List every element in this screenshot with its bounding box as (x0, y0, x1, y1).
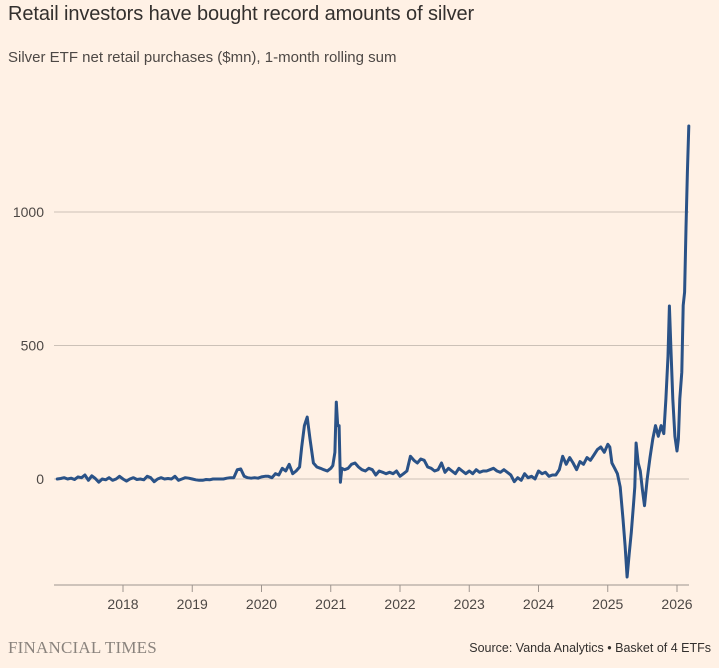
x-tick-label: 2025 (592, 596, 623, 612)
x-tick-label: 2018 (107, 596, 138, 612)
chart-subtitle: Silver ETF net retail purchases ($mn), 1… (8, 49, 397, 66)
x-tick-label: 2021 (315, 596, 346, 612)
y-axis-labels: 0 500 1000 (13, 204, 44, 487)
series-line-0 (55, 124, 691, 579)
x-tick-label: 2022 (384, 596, 415, 612)
y-tick-label: 1000 (13, 204, 44, 220)
gridlines (54, 211, 689, 480)
x-tick-label: 2026 (661, 596, 692, 612)
x-tick-label: 2020 (246, 596, 277, 612)
chart-title: Retail investors have bought record amou… (8, 3, 475, 25)
y-tick-label: 500 (21, 338, 45, 354)
x-tick-label: 2023 (454, 596, 485, 612)
series-lines (55, 124, 691, 579)
source-note: Source: Vanda Analytics • Basket of 4 ET… (469, 641, 711, 655)
x-axis: 2018 2019 2020 2021 2022 2023 2024 2025 2026 (54, 584, 693, 612)
y-tick-label: 0 (36, 471, 44, 487)
ft-logo: FINANCIAL TIMES (8, 638, 157, 657)
x-tick-label: 2024 (523, 596, 554, 612)
x-tick-label: 2019 (177, 596, 208, 612)
